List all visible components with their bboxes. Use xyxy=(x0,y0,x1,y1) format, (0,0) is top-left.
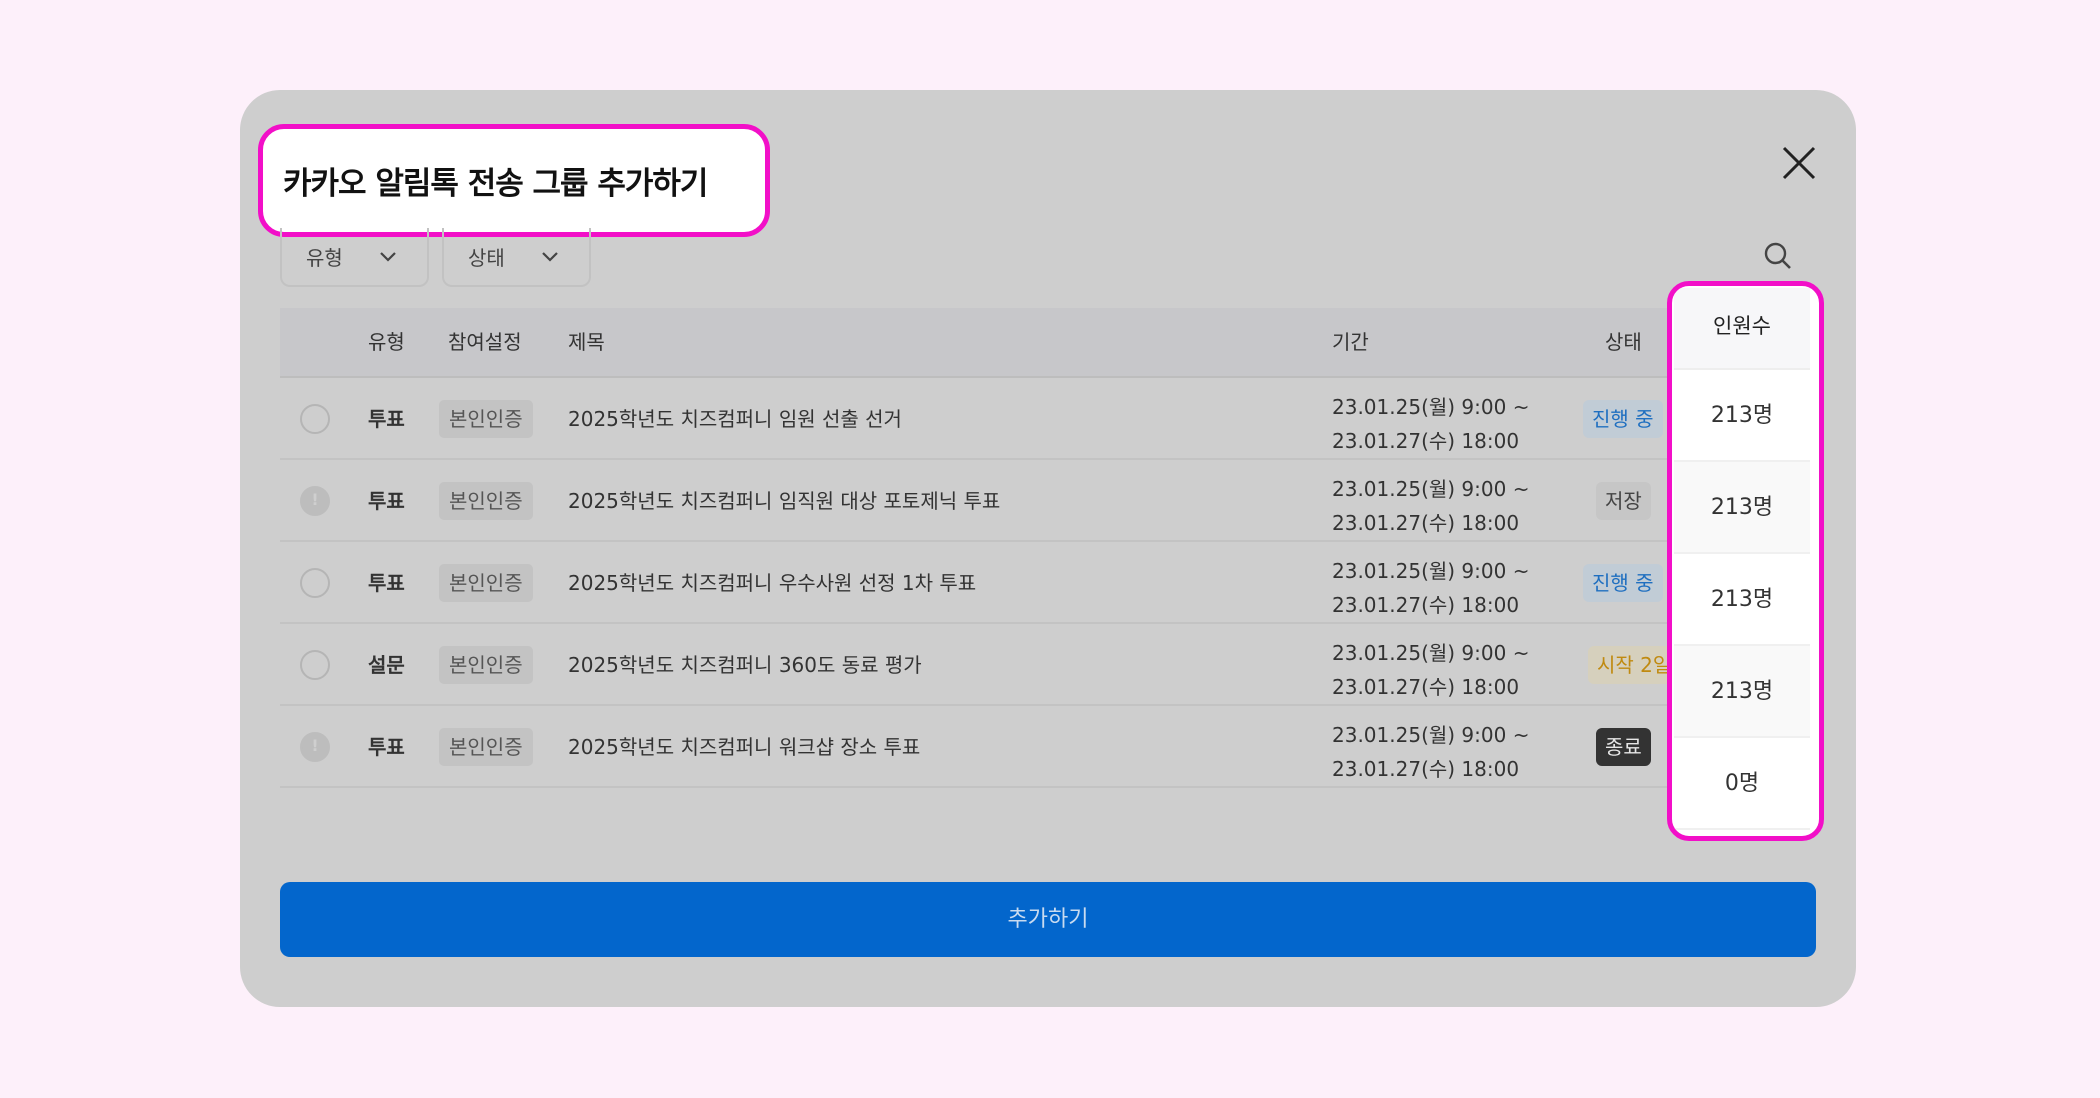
count-cell: 213명 xyxy=(1674,370,1810,462)
filter-type-label: 유형 xyxy=(306,246,343,270)
period-start: 23.01.25(월) 9:00 ~ xyxy=(1332,395,1530,419)
header-period: 기간 xyxy=(1332,330,1369,354)
row-period: 23.01.25(월) 9:00 ~ 23.01.27(수) 18:00 xyxy=(1332,718,1529,786)
row-period: 23.01.25(월) 9:00 ~ 23.01.27(수) 18:00 xyxy=(1332,554,1529,622)
row-type: 투표 xyxy=(368,489,405,513)
row-period: 23.01.25(월) 9:00 ~ 23.01.27(수) 18:00 xyxy=(1332,472,1529,540)
row-radio[interactable] xyxy=(300,568,330,598)
period-start: 23.01.25(월) 9:00 ~ xyxy=(1332,723,1530,747)
filter-status-label: 상태 xyxy=(468,246,505,270)
row-type: 투표 xyxy=(368,735,405,759)
participation-badge: 본인인증 xyxy=(439,728,533,766)
row-title: 2025학년도 치즈컴퍼니 워크샵 장소 투표 xyxy=(568,735,921,759)
count-column-highlight: 인원수 213명 213명 213명 213명 0명 xyxy=(1667,281,1824,841)
table-row[interactable]: 투표 본인인증 2025학년도 치즈컴퍼니 임직원 대상 포토제닉 투표 23.… xyxy=(280,460,1670,542)
row-title: 2025학년도 치즈컴퍼니 임직원 대상 포토제닉 투표 xyxy=(568,489,1001,513)
participation-badge: 본인인증 xyxy=(439,482,533,520)
period-start: 23.01.25(월) 9:00 ~ xyxy=(1332,477,1530,501)
row-radio xyxy=(300,486,330,516)
filter-type-dropdown[interactable]: 유형 xyxy=(280,228,429,287)
add-button[interactable]: 추가하기 xyxy=(280,882,1816,957)
row-period: 23.01.25(월) 9:00 ~ 23.01.27(수) 18:00 xyxy=(1332,636,1529,704)
count-cell: 213명 xyxy=(1674,554,1810,646)
status-badge: 종료 xyxy=(1596,728,1651,766)
row-title: 2025학년도 치즈컴퍼니 우수사원 선정 1차 투표 xyxy=(568,571,977,595)
period-start: 23.01.25(월) 9:00 ~ xyxy=(1332,641,1530,665)
modal-title: 카카오 알림톡 전송 그룹 추가하기 xyxy=(283,166,708,202)
row-title: 2025학년도 치즈컴퍼니 360도 동료 평가 xyxy=(568,653,922,677)
table-row[interactable]: 투표 본인인증 2025학년도 치즈컴퍼니 임원 선출 선거 23.01.25(… xyxy=(280,378,1670,460)
row-radio[interactable] xyxy=(300,404,330,434)
row-period: 23.01.25(월) 9:00 ~ 23.01.27(수) 18:00 xyxy=(1332,390,1529,458)
row-type: 투표 xyxy=(368,407,405,431)
period-end: 23.01.27(수) 18:00 xyxy=(1332,675,1520,699)
close-icon[interactable] xyxy=(1780,144,1818,182)
header-participation: 참여설정 xyxy=(448,330,522,354)
table-header: 유형 참여설정 제목 기간 상태 xyxy=(280,308,1670,378)
participation-badge: 본인인증 xyxy=(439,400,533,438)
header-count: 인원수 xyxy=(1674,288,1810,370)
period-end: 23.01.27(수) 18:00 xyxy=(1332,429,1520,453)
period-end: 23.01.27(수) 18:00 xyxy=(1332,593,1520,617)
header-type: 유형 xyxy=(368,330,405,354)
status-badge: 진행 중 xyxy=(1583,400,1663,438)
add-group-modal xyxy=(240,90,1856,1007)
row-type: 설문 xyxy=(368,653,405,677)
period-end: 23.01.27(수) 18:00 xyxy=(1332,511,1520,535)
title-highlight: 카카오 알림톡 전송 그룹 추가하기 xyxy=(258,124,770,237)
row-type: 투표 xyxy=(368,571,405,595)
chevron-down-icon xyxy=(542,251,558,262)
table-row[interactable]: 투표 본인인증 2025학년도 치즈컴퍼니 우수사원 선정 1차 투표 23.0… xyxy=(280,542,1670,624)
header-status: 상태 xyxy=(1605,330,1642,354)
participation-badge: 본인인증 xyxy=(439,646,533,684)
table-row[interactable]: 투표 본인인증 2025학년도 치즈컴퍼니 워크샵 장소 투표 23.01.25… xyxy=(280,706,1670,788)
filter-status-dropdown[interactable]: 상태 xyxy=(442,228,591,287)
participation-badge: 본인인증 xyxy=(439,564,533,602)
chevron-down-icon xyxy=(380,251,396,262)
row-radio[interactable] xyxy=(300,650,330,680)
period-start: 23.01.25(월) 9:00 ~ xyxy=(1332,559,1530,583)
status-badge: 저장 xyxy=(1596,482,1651,520)
row-radio xyxy=(300,732,330,762)
table-row[interactable]: 설문 본인인증 2025학년도 치즈컴퍼니 360도 동료 평가 23.01.2… xyxy=(280,624,1706,706)
count-cell: 213명 xyxy=(1674,646,1810,738)
count-cell: 213명 xyxy=(1674,462,1810,554)
search-icon[interactable] xyxy=(1763,241,1793,271)
header-title: 제목 xyxy=(568,330,605,354)
status-badge: 진행 중 xyxy=(1583,564,1663,602)
period-end: 23.01.27(수) 18:00 xyxy=(1332,757,1520,781)
row-title: 2025학년도 치즈컴퍼니 임원 선출 선거 xyxy=(568,407,902,431)
count-cell: 0명 xyxy=(1674,738,1810,830)
